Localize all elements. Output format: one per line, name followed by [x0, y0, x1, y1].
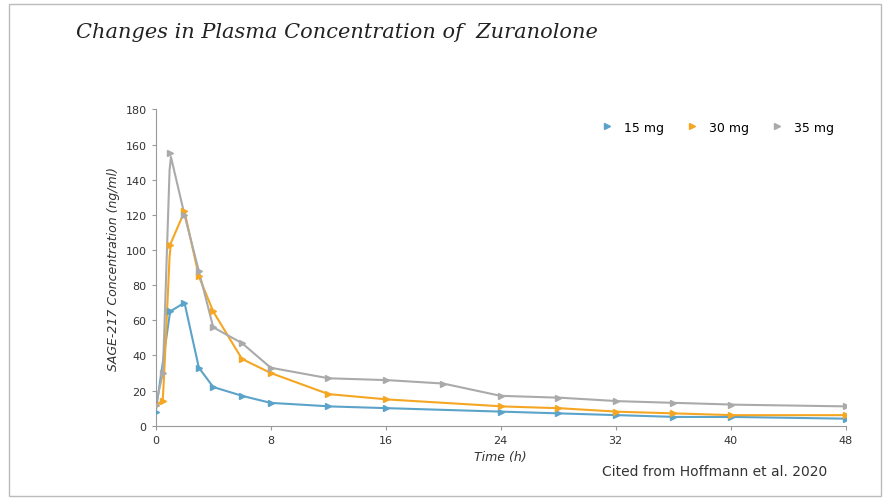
15 mg: [165, 309, 175, 315]
30 mg: [668, 411, 678, 417]
35 mg: [495, 393, 506, 399]
30 mg: [150, 402, 161, 408]
15 mg: [668, 414, 678, 420]
15 mg: [237, 393, 247, 399]
30 mg: [840, 412, 851, 418]
Line: 35 mg: 35 mg: [153, 151, 848, 409]
35 mg: [725, 402, 736, 408]
Line: 30 mg: 30 mg: [153, 209, 848, 418]
35 mg: [553, 395, 563, 401]
15 mg: [611, 412, 621, 418]
15 mg: [553, 411, 563, 417]
15 mg: [840, 416, 851, 422]
35 mg: [150, 402, 161, 408]
35 mg: [840, 404, 851, 410]
15 mg: [208, 384, 219, 390]
30 mg: [611, 409, 621, 415]
35 mg: [380, 377, 391, 383]
30 mg: [380, 397, 391, 403]
35 mg: [193, 269, 204, 275]
30 mg: [158, 398, 168, 404]
35 mg: [611, 398, 621, 404]
30 mg: [553, 405, 563, 411]
Legend: 15 mg, 30 mg, 35 mg: 15 mg, 30 mg, 35 mg: [589, 116, 839, 139]
Text: Changes in Plasma Concentration of  Zuranolone: Changes in Plasma Concentration of Zuran…: [76, 23, 597, 42]
30 mg: [265, 370, 276, 376]
30 mg: [495, 404, 506, 410]
15 mg: [380, 405, 391, 411]
15 mg: [179, 300, 190, 306]
15 mg: [725, 414, 736, 420]
30 mg: [323, 391, 334, 397]
35 mg: [438, 381, 449, 387]
30 mg: [179, 209, 190, 215]
15 mg: [150, 409, 161, 415]
35 mg: [158, 370, 168, 376]
35 mg: [165, 151, 175, 157]
30 mg: [237, 356, 247, 362]
15 mg: [495, 409, 506, 415]
35 mg: [668, 400, 678, 406]
Line: 15 mg: 15 mg: [153, 300, 848, 422]
30 mg: [165, 242, 175, 248]
X-axis label: Time (h): Time (h): [474, 450, 527, 463]
35 mg: [179, 212, 190, 218]
15 mg: [323, 404, 334, 410]
15 mg: [193, 365, 204, 371]
35 mg: [265, 365, 276, 371]
35 mg: [237, 341, 247, 347]
35 mg: [208, 325, 219, 331]
30 mg: [725, 412, 736, 418]
30 mg: [193, 274, 204, 280]
Text: Cited from Hoffmann et al. 2020: Cited from Hoffmann et al. 2020: [603, 464, 828, 478]
35 mg: [323, 376, 334, 382]
Y-axis label: SAGE-217 Concentration (ng/ml): SAGE-217 Concentration (ng/ml): [107, 166, 120, 370]
15 mg: [265, 400, 276, 406]
30 mg: [208, 309, 219, 315]
